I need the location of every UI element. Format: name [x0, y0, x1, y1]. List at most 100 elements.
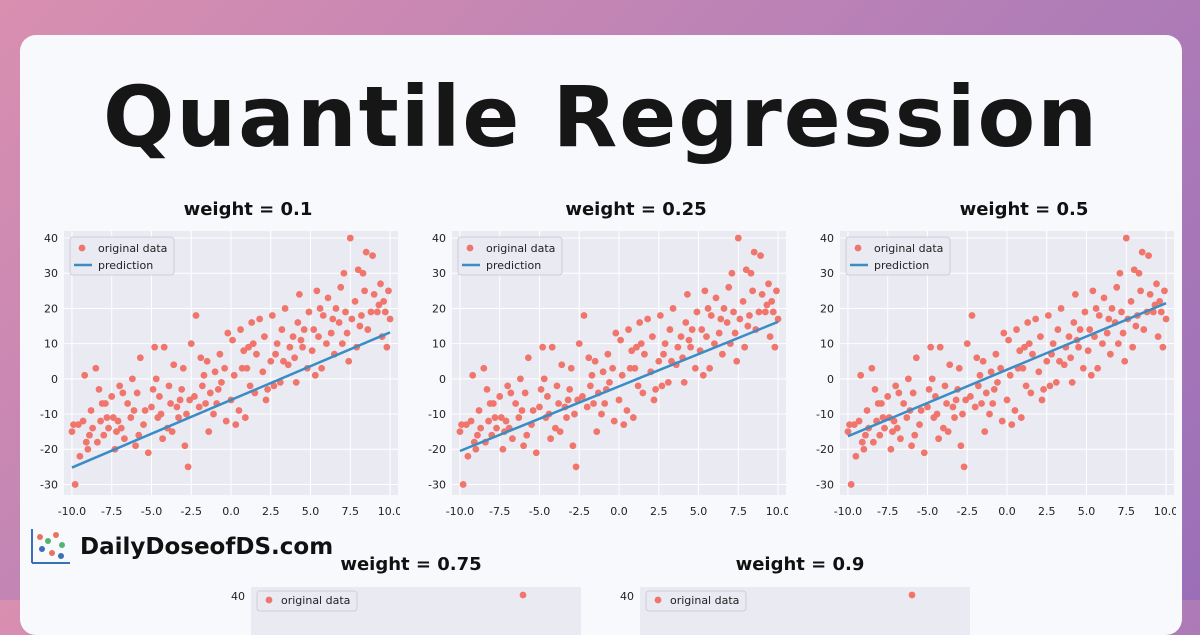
- data-point: [291, 354, 299, 362]
- data-point: [197, 354, 205, 362]
- data-point: [532, 449, 540, 457]
- data-point: [1146, 290, 1154, 298]
- data-point: [214, 386, 222, 393]
- data-point: [267, 357, 275, 365]
- data-point: [758, 290, 766, 298]
- data-point: [458, 421, 465, 428]
- data-point: [521, 389, 529, 397]
- prediction-line: [71, 331, 391, 469]
- data-point: [1067, 354, 1075, 362]
- data-point: [509, 435, 516, 443]
- data-point: [990, 386, 998, 393]
- data-point: [1135, 269, 1143, 277]
- data-point: [264, 386, 271, 393]
- chart-title-1: weight = 0.1: [183, 199, 313, 220]
- data-point: [195, 403, 203, 411]
- data-point: [855, 417, 863, 425]
- data-point: [1137, 287, 1144, 295]
- data-point: [1108, 305, 1116, 312]
- y-tick-label: 30: [820, 267, 834, 280]
- data-point: [725, 283, 733, 291]
- data-point: [768, 298, 776, 305]
- data-point: [1162, 315, 1170, 323]
- data-point: [327, 329, 335, 337]
- data-point: [1089, 287, 1097, 295]
- data-point: [639, 389, 647, 397]
- chart-panel-weight-0.9: 40 original data: [620, 587, 970, 635]
- data-point: [124, 400, 132, 407]
- data-point: [911, 431, 919, 439]
- data-point: [459, 481, 467, 488]
- data-point: [567, 364, 575, 372]
- chart-title-4: weight = 0.75: [340, 554, 482, 575]
- data-point: [868, 364, 876, 372]
- y-tick-label: -30: [40, 478, 58, 491]
- data-point: [377, 280, 384, 288]
- y-tick-label: 0: [827, 373, 834, 386]
- data-point: [698, 326, 706, 333]
- data-point: [774, 315, 782, 323]
- data-point: [529, 407, 537, 414]
- chart-title-3: weight = 0.5: [959, 199, 1089, 220]
- data-point: [981, 428, 989, 436]
- data-point: [89, 424, 97, 432]
- data-point: [240, 347, 248, 355]
- y-tick-label: -10: [40, 408, 58, 421]
- data-point: [850, 421, 858, 428]
- data-point: [381, 308, 389, 316]
- data-point: [973, 354, 981, 362]
- data-point: [615, 396, 623, 404]
- data-point: [863, 407, 871, 414]
- data-point: [367, 308, 375, 316]
- data-point: [641, 350, 648, 358]
- data-point: [1132, 322, 1140, 330]
- data-point: [358, 312, 365, 319]
- x-tick-label: 0.0: [610, 505, 628, 518]
- x-tick-label: 10.0: [766, 505, 788, 518]
- data-point: [198, 382, 206, 390]
- data-point: [876, 431, 884, 439]
- data-point: [668, 357, 675, 365]
- data-point: [555, 400, 562, 407]
- data-point: [176, 396, 184, 404]
- y-tick-label: 20: [820, 302, 834, 315]
- data-point: [1113, 283, 1121, 291]
- data-point: [903, 414, 911, 421]
- data-point: [900, 400, 908, 407]
- data-point: [987, 368, 995, 376]
- data-point: [706, 364, 714, 372]
- data-point: [375, 301, 383, 309]
- data-point: [912, 354, 920, 362]
- data-point: [1052, 378, 1060, 386]
- data-point: [957, 442, 965, 450]
- data-point: [524, 354, 532, 362]
- data-point: [1122, 234, 1130, 242]
- data-point: [669, 305, 677, 312]
- data-point: [205, 428, 213, 436]
- legend-label-data: original data: [874, 242, 943, 255]
- data-point: [963, 340, 971, 348]
- data-point: [480, 364, 488, 372]
- data-point: [243, 364, 251, 372]
- data-point: [1035, 368, 1043, 376]
- data-point: [1114, 340, 1122, 348]
- data-point: [144, 449, 152, 457]
- data-point: [591, 357, 599, 365]
- data-point: [1006, 371, 1014, 379]
- data-point: [1032, 315, 1040, 323]
- data-point: [895, 389, 903, 397]
- data-point: [897, 435, 904, 443]
- data-point: [711, 340, 718, 348]
- data-point: [1140, 326, 1148, 333]
- data-point: [967, 393, 974, 400]
- x-tick-label: 10.0: [1154, 505, 1176, 518]
- data-point: [733, 357, 741, 365]
- data-point: [1075, 343, 1082, 351]
- data-point: [939, 424, 947, 432]
- data-point: [558, 361, 566, 369]
- data-point: [467, 417, 475, 425]
- x-tick-label: 5.0: [690, 505, 708, 518]
- data-point: [734, 234, 742, 242]
- data-point: [1161, 287, 1168, 295]
- data-point: [507, 389, 515, 397]
